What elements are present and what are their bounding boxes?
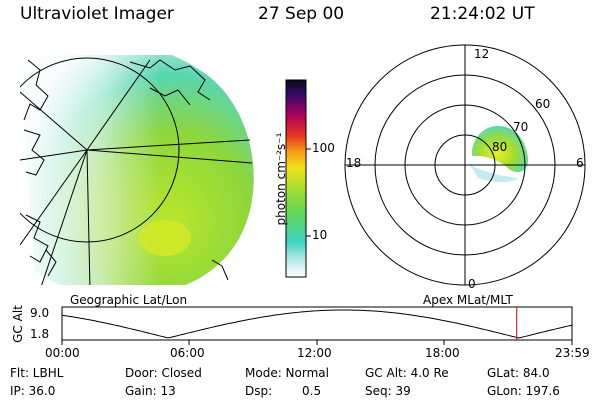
alt-xtick-0: 00:00 [45,346,80,360]
lat-label-60: 60 [535,97,551,111]
instrument-title: Ultraviolet Imager [20,4,174,24]
info-door: Door: Closed [125,366,202,380]
altitude-plot [61,306,573,345]
mlt-label-6: 6 [576,156,584,170]
colorbar-label-10: 10 [312,228,328,242]
mlt-label-0: 0 [468,277,476,291]
alt-ymax: 9.0 [30,306,50,320]
alt-xtick-1: 06:00 [170,346,205,360]
info-gain: Gain: 13 [125,384,176,398]
info-ip: IP: 36.0 [10,384,56,398]
color-bar [285,79,307,278]
alt-ylabel: GC Alt [10,305,25,343]
mlt-label-12: 12 [474,47,490,61]
info-glat: GLat: 84.0 [487,366,550,380]
info-mode: Mode: Normal [245,366,329,380]
info-flt: Flt: LBHL [10,366,64,380]
alt-xtick-4: 23:59 [555,346,590,360]
geographic-image [20,55,254,285]
info-glon: GLon: 197.6 [487,384,560,398]
info-dsp-label: Dsp: [245,384,273,398]
info-seq: Seq: 39 [365,384,411,398]
lat-label-70: 70 [513,120,529,134]
left-caption: Geographic Lat/Lon [70,293,188,307]
lat-label-80: 80 [492,140,508,154]
mlt-label-18: 18 [346,156,362,170]
polar-plot [344,44,586,286]
right-caption: Apex MLat/MLT [423,293,513,307]
date-label: 27 Sep 00 [258,4,345,24]
info-dsp-value: 0.5 [302,384,322,398]
time-label: 21:24:02 UT [430,4,535,24]
alt-ymin: 1.8 [30,327,50,341]
colorbar-label-100: 100 [312,141,335,155]
altitude-curve [61,309,573,339]
colorbar-unit-label: photon cm⁻²s⁻¹ [274,132,288,226]
alt-xtick-3: 18:00 [425,346,460,360]
info-gc-alt: GC Alt: 4.0 Re [365,366,449,380]
alt-xtick-2: 12:00 [297,346,332,360]
